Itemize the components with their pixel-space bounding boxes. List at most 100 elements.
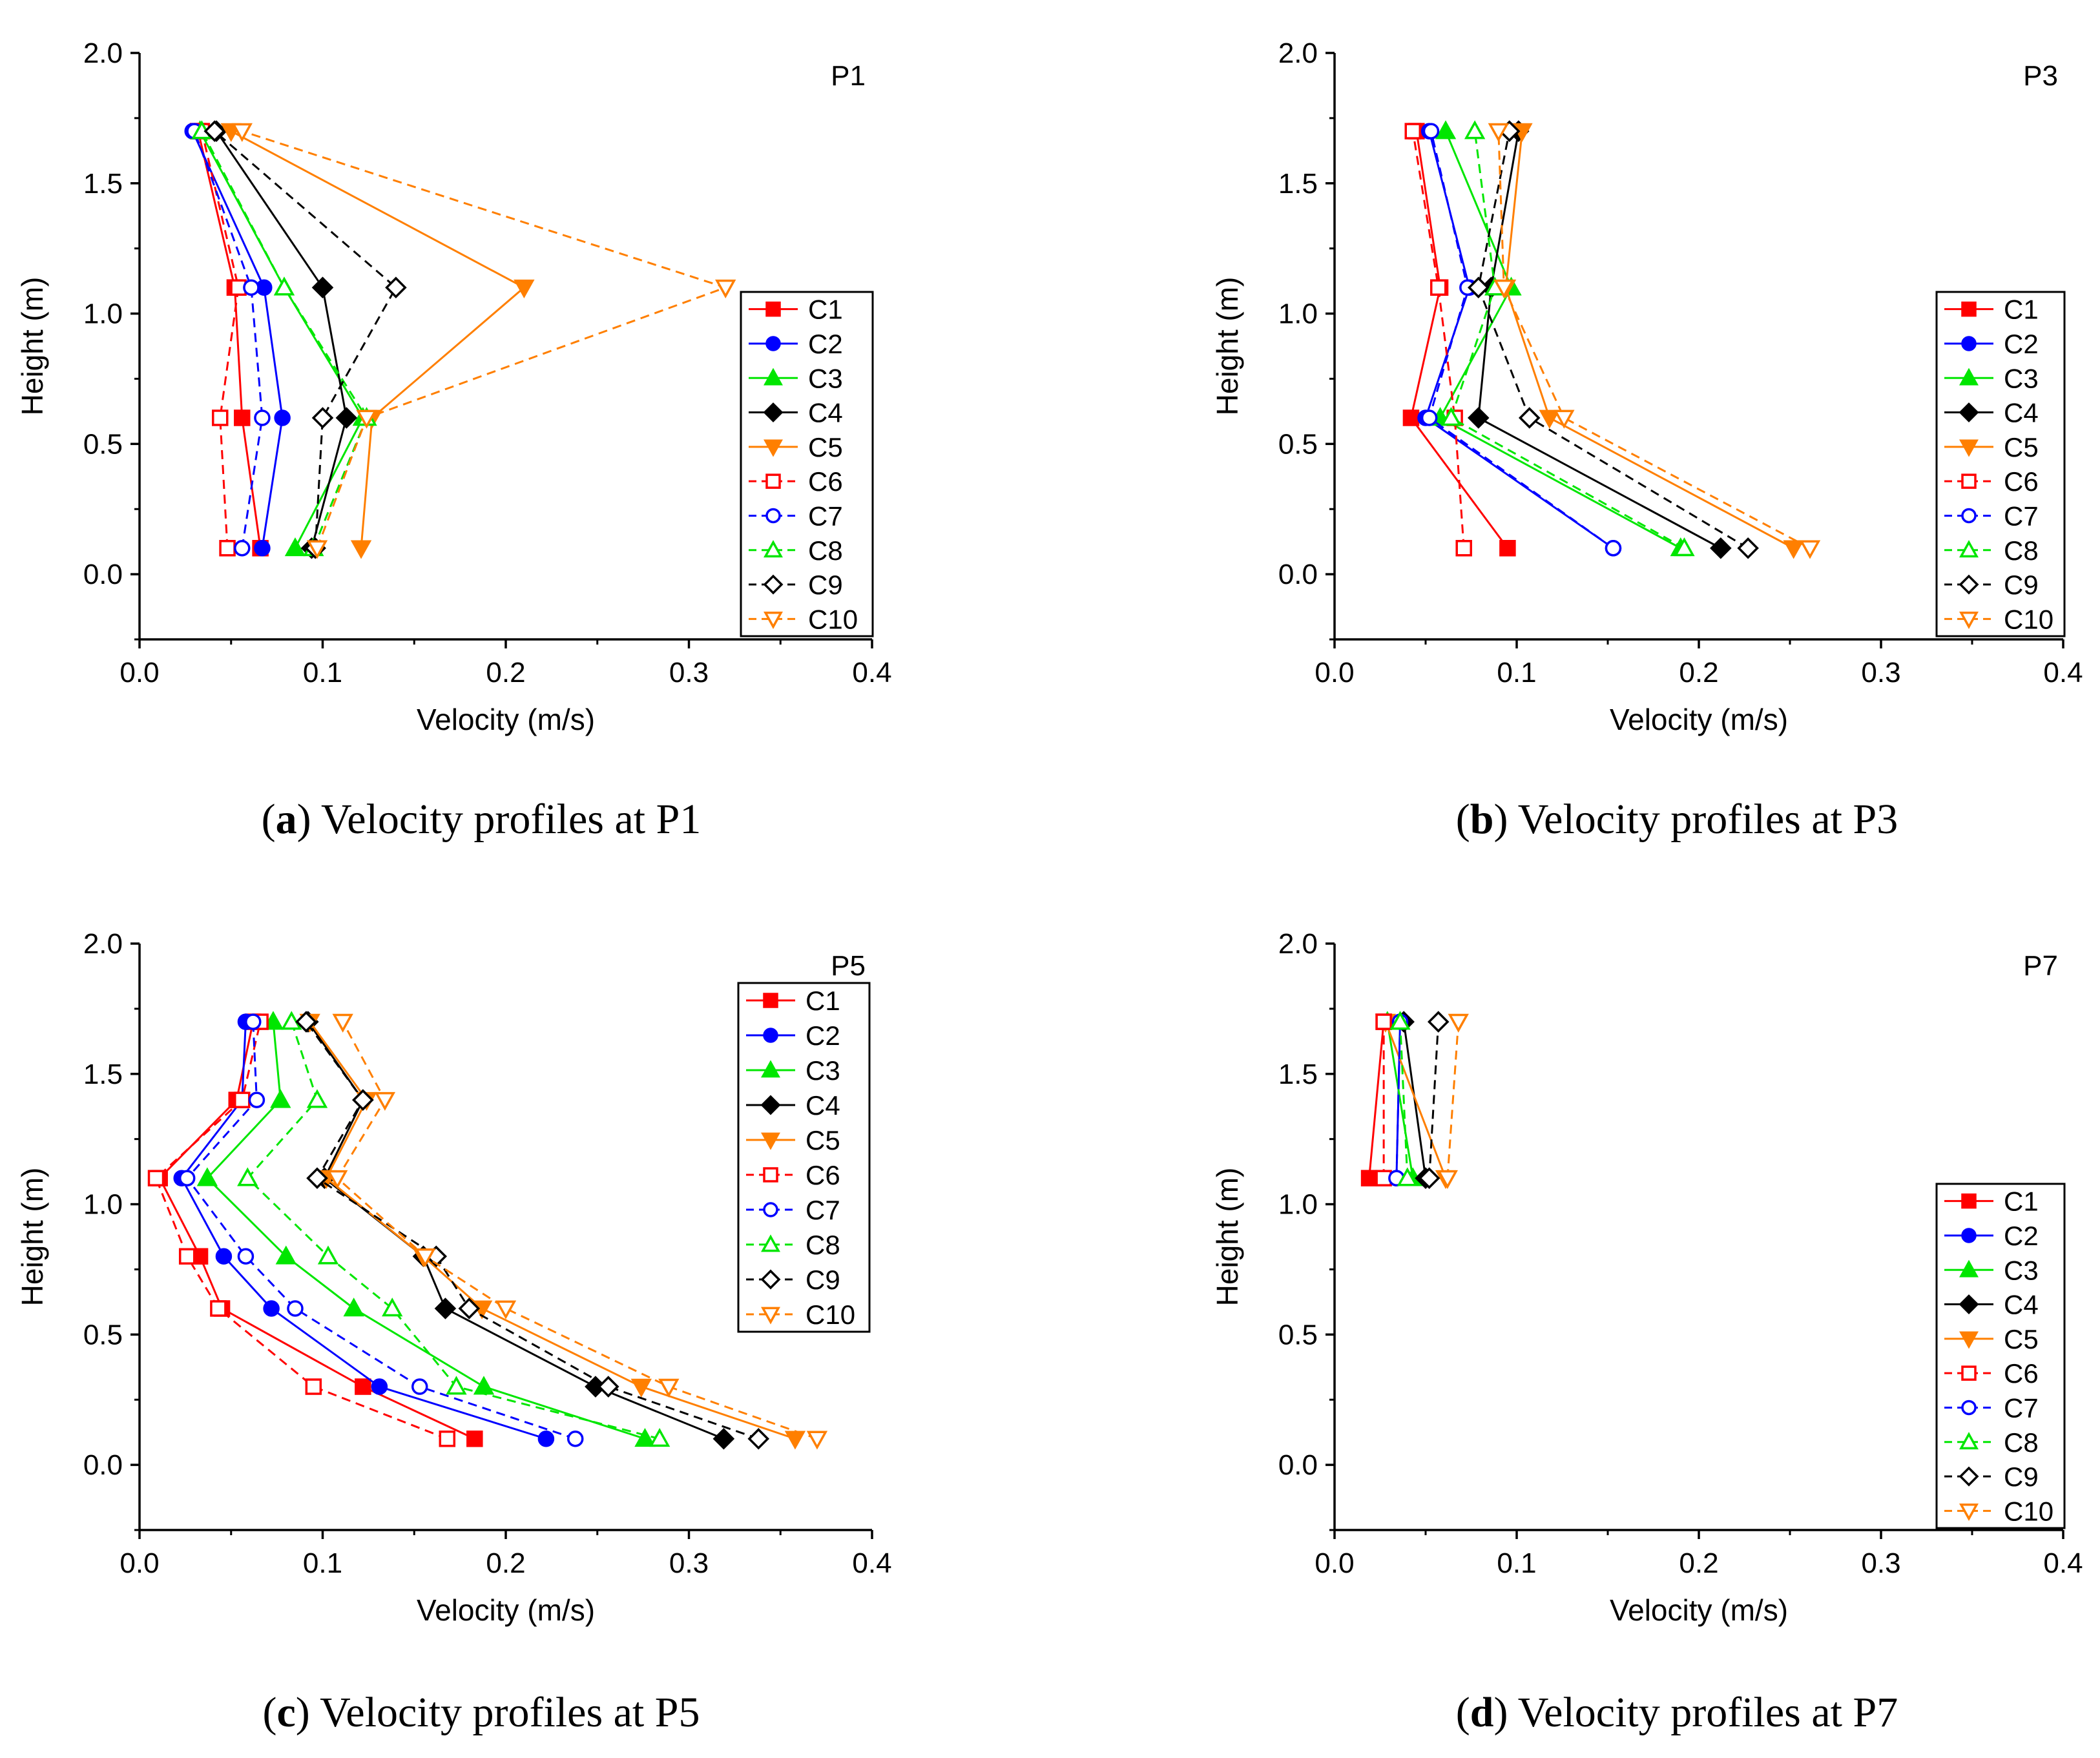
panel-caption: (c) Velocity profiles at P5 bbox=[263, 1689, 700, 1736]
caption-text: Velocity profiles at P1 bbox=[321, 796, 701, 843]
data-point-c10 bbox=[806, 1431, 828, 1450]
legend-entry-c10: C10 bbox=[2004, 604, 2053, 634]
legend-box bbox=[737, 982, 871, 1333]
y-axis-title: Height (m) bbox=[1211, 277, 1244, 416]
data-point-c2 bbox=[274, 409, 291, 426]
x-tick-label: 0.1 bbox=[1497, 657, 1536, 688]
x-tick-label: 0.1 bbox=[303, 657, 342, 688]
legend-entry-c7: C7 bbox=[806, 1195, 840, 1225]
data-point-c7 bbox=[243, 279, 260, 296]
data-point-c10 bbox=[658, 1378, 680, 1398]
series-c7 bbox=[178, 1013, 584, 1447]
panel-caption: (b) Velocity profiles at P3 bbox=[1456, 796, 1898, 843]
series-c3 bbox=[1429, 120, 1691, 557]
series-c3 bbox=[196, 1011, 656, 1447]
data-point-c2 bbox=[215, 1248, 233, 1265]
data-point-c8 bbox=[649, 1427, 671, 1447]
y-tick-label: 1.5 bbox=[83, 1059, 123, 1090]
panel-tag: P1 bbox=[831, 60, 866, 92]
legend-entry-c3: C3 bbox=[806, 1055, 840, 1086]
legend-marker-c7 bbox=[1961, 1400, 1977, 1416]
data-point-c5 bbox=[1783, 540, 1804, 559]
caption-letter: a bbox=[276, 796, 297, 843]
legend-entry-c3: C3 bbox=[2004, 363, 2039, 393]
legend-entry-c3: C3 bbox=[2004, 1255, 2039, 1285]
series-line-c3 bbox=[205, 1021, 645, 1440]
x-tick-label: 0.2 bbox=[1679, 657, 1718, 688]
data-point-c9 bbox=[597, 1376, 619, 1398]
series-c10 bbox=[1437, 1013, 1469, 1190]
x-tick-label: 0.0 bbox=[120, 657, 159, 688]
data-point-c10 bbox=[1488, 123, 1509, 142]
caption-close-paren: ) bbox=[1494, 1689, 1518, 1736]
data-point-c1 bbox=[1402, 409, 1420, 426]
y-tick-label: 1.0 bbox=[1278, 298, 1318, 330]
legend-marker-c9 bbox=[1959, 1466, 1979, 1487]
legend-entry-c10: C10 bbox=[808, 604, 858, 634]
legend-marker-c4 bbox=[1959, 1294, 1979, 1315]
data-point-c7 bbox=[1422, 123, 1440, 140]
data-point-c8 bbox=[382, 1298, 403, 1317]
legend-entry-c4: C4 bbox=[808, 398, 843, 428]
data-point-c7 bbox=[248, 1091, 265, 1108]
legend-entry-c7: C7 bbox=[2004, 501, 2039, 531]
legend-entry-c1: C1 bbox=[2004, 295, 2039, 325]
legend-entry-c1: C1 bbox=[2004, 1186, 2039, 1217]
legend-entry-c9: C9 bbox=[806, 1265, 840, 1295]
data-point-c8 bbox=[273, 276, 295, 296]
caption-text: Velocity profiles at P3 bbox=[1518, 796, 1898, 843]
data-point-c6 bbox=[1375, 1013, 1392, 1030]
data-point-c8 bbox=[317, 1245, 339, 1265]
y-tick-label: 1.0 bbox=[83, 1189, 123, 1221]
legend-entry-c9: C9 bbox=[2004, 570, 2039, 600]
data-point-c5 bbox=[1539, 409, 1560, 429]
data-point-c1 bbox=[1360, 1170, 1378, 1186]
series-c8 bbox=[191, 120, 377, 557]
legend-marker-c5 bbox=[1959, 1331, 1979, 1349]
data-point-c3 bbox=[634, 1427, 656, 1447]
data-point-c5 bbox=[350, 540, 372, 559]
legend-entry-c5: C5 bbox=[808, 432, 843, 462]
legend-marker-c9 bbox=[1959, 574, 1979, 595]
x-tick-label: 0.2 bbox=[486, 657, 525, 688]
data-point-c8 bbox=[1440, 407, 1462, 426]
data-point-c7 bbox=[245, 1013, 262, 1030]
y-tick-label: 2.0 bbox=[83, 928, 123, 960]
series-c10 bbox=[327, 1013, 828, 1450]
series-line-c9 bbox=[305, 1021, 759, 1440]
data-point-c10 bbox=[1493, 279, 1515, 299]
legend-entry-c10: C10 bbox=[2004, 1496, 2053, 1526]
y-tick-label: 0.0 bbox=[1278, 559, 1318, 590]
y-tick-label: 0.0 bbox=[1278, 1449, 1318, 1481]
data-point-c2 bbox=[254, 540, 271, 557]
legend-marker-c10 bbox=[764, 612, 783, 629]
series-c6 bbox=[1404, 123, 1472, 557]
caption-open-paren: ( bbox=[262, 796, 276, 843]
x-tick-label: 0.3 bbox=[669, 657, 709, 688]
series-line-c5 bbox=[1504, 130, 1794, 550]
data-point-c6 bbox=[178, 1248, 196, 1265]
data-point-c9 bbox=[458, 1298, 481, 1319]
data-point-c9 bbox=[747, 1427, 770, 1450]
legend: C1 C2 C3 C4 C5 C6 C7 C8 C9 C10 bbox=[1935, 291, 2066, 637]
series-c9 bbox=[1468, 120, 1759, 559]
series-line-c1 bbox=[1368, 1021, 1385, 1179]
data-point-c6 bbox=[219, 540, 236, 557]
legend-entry-c6: C6 bbox=[2004, 466, 2039, 497]
data-point-c3 bbox=[343, 1298, 364, 1317]
legend-marker-c5 bbox=[1959, 439, 1979, 457]
series-c4 bbox=[205, 120, 358, 559]
legend-marker-c2 bbox=[1961, 336, 1977, 351]
caption-text: Velocity profiles at P7 bbox=[1518, 1689, 1898, 1736]
series-c6 bbox=[147, 1013, 456, 1447]
legend-marker-c8 bbox=[761, 1234, 780, 1252]
data-point-c5 bbox=[784, 1431, 806, 1450]
legend-marker-c2 bbox=[765, 336, 781, 351]
series-line-c10 bbox=[242, 130, 729, 549]
series-line-c7 bbox=[1428, 130, 1614, 549]
data-point-c7 bbox=[178, 1170, 196, 1186]
legend-entry-c1: C1 bbox=[806, 986, 840, 1016]
series-line-c8 bbox=[246, 1021, 660, 1440]
data-point-c10 bbox=[306, 540, 328, 559]
legend-marker-c6 bbox=[1961, 473, 1977, 489]
